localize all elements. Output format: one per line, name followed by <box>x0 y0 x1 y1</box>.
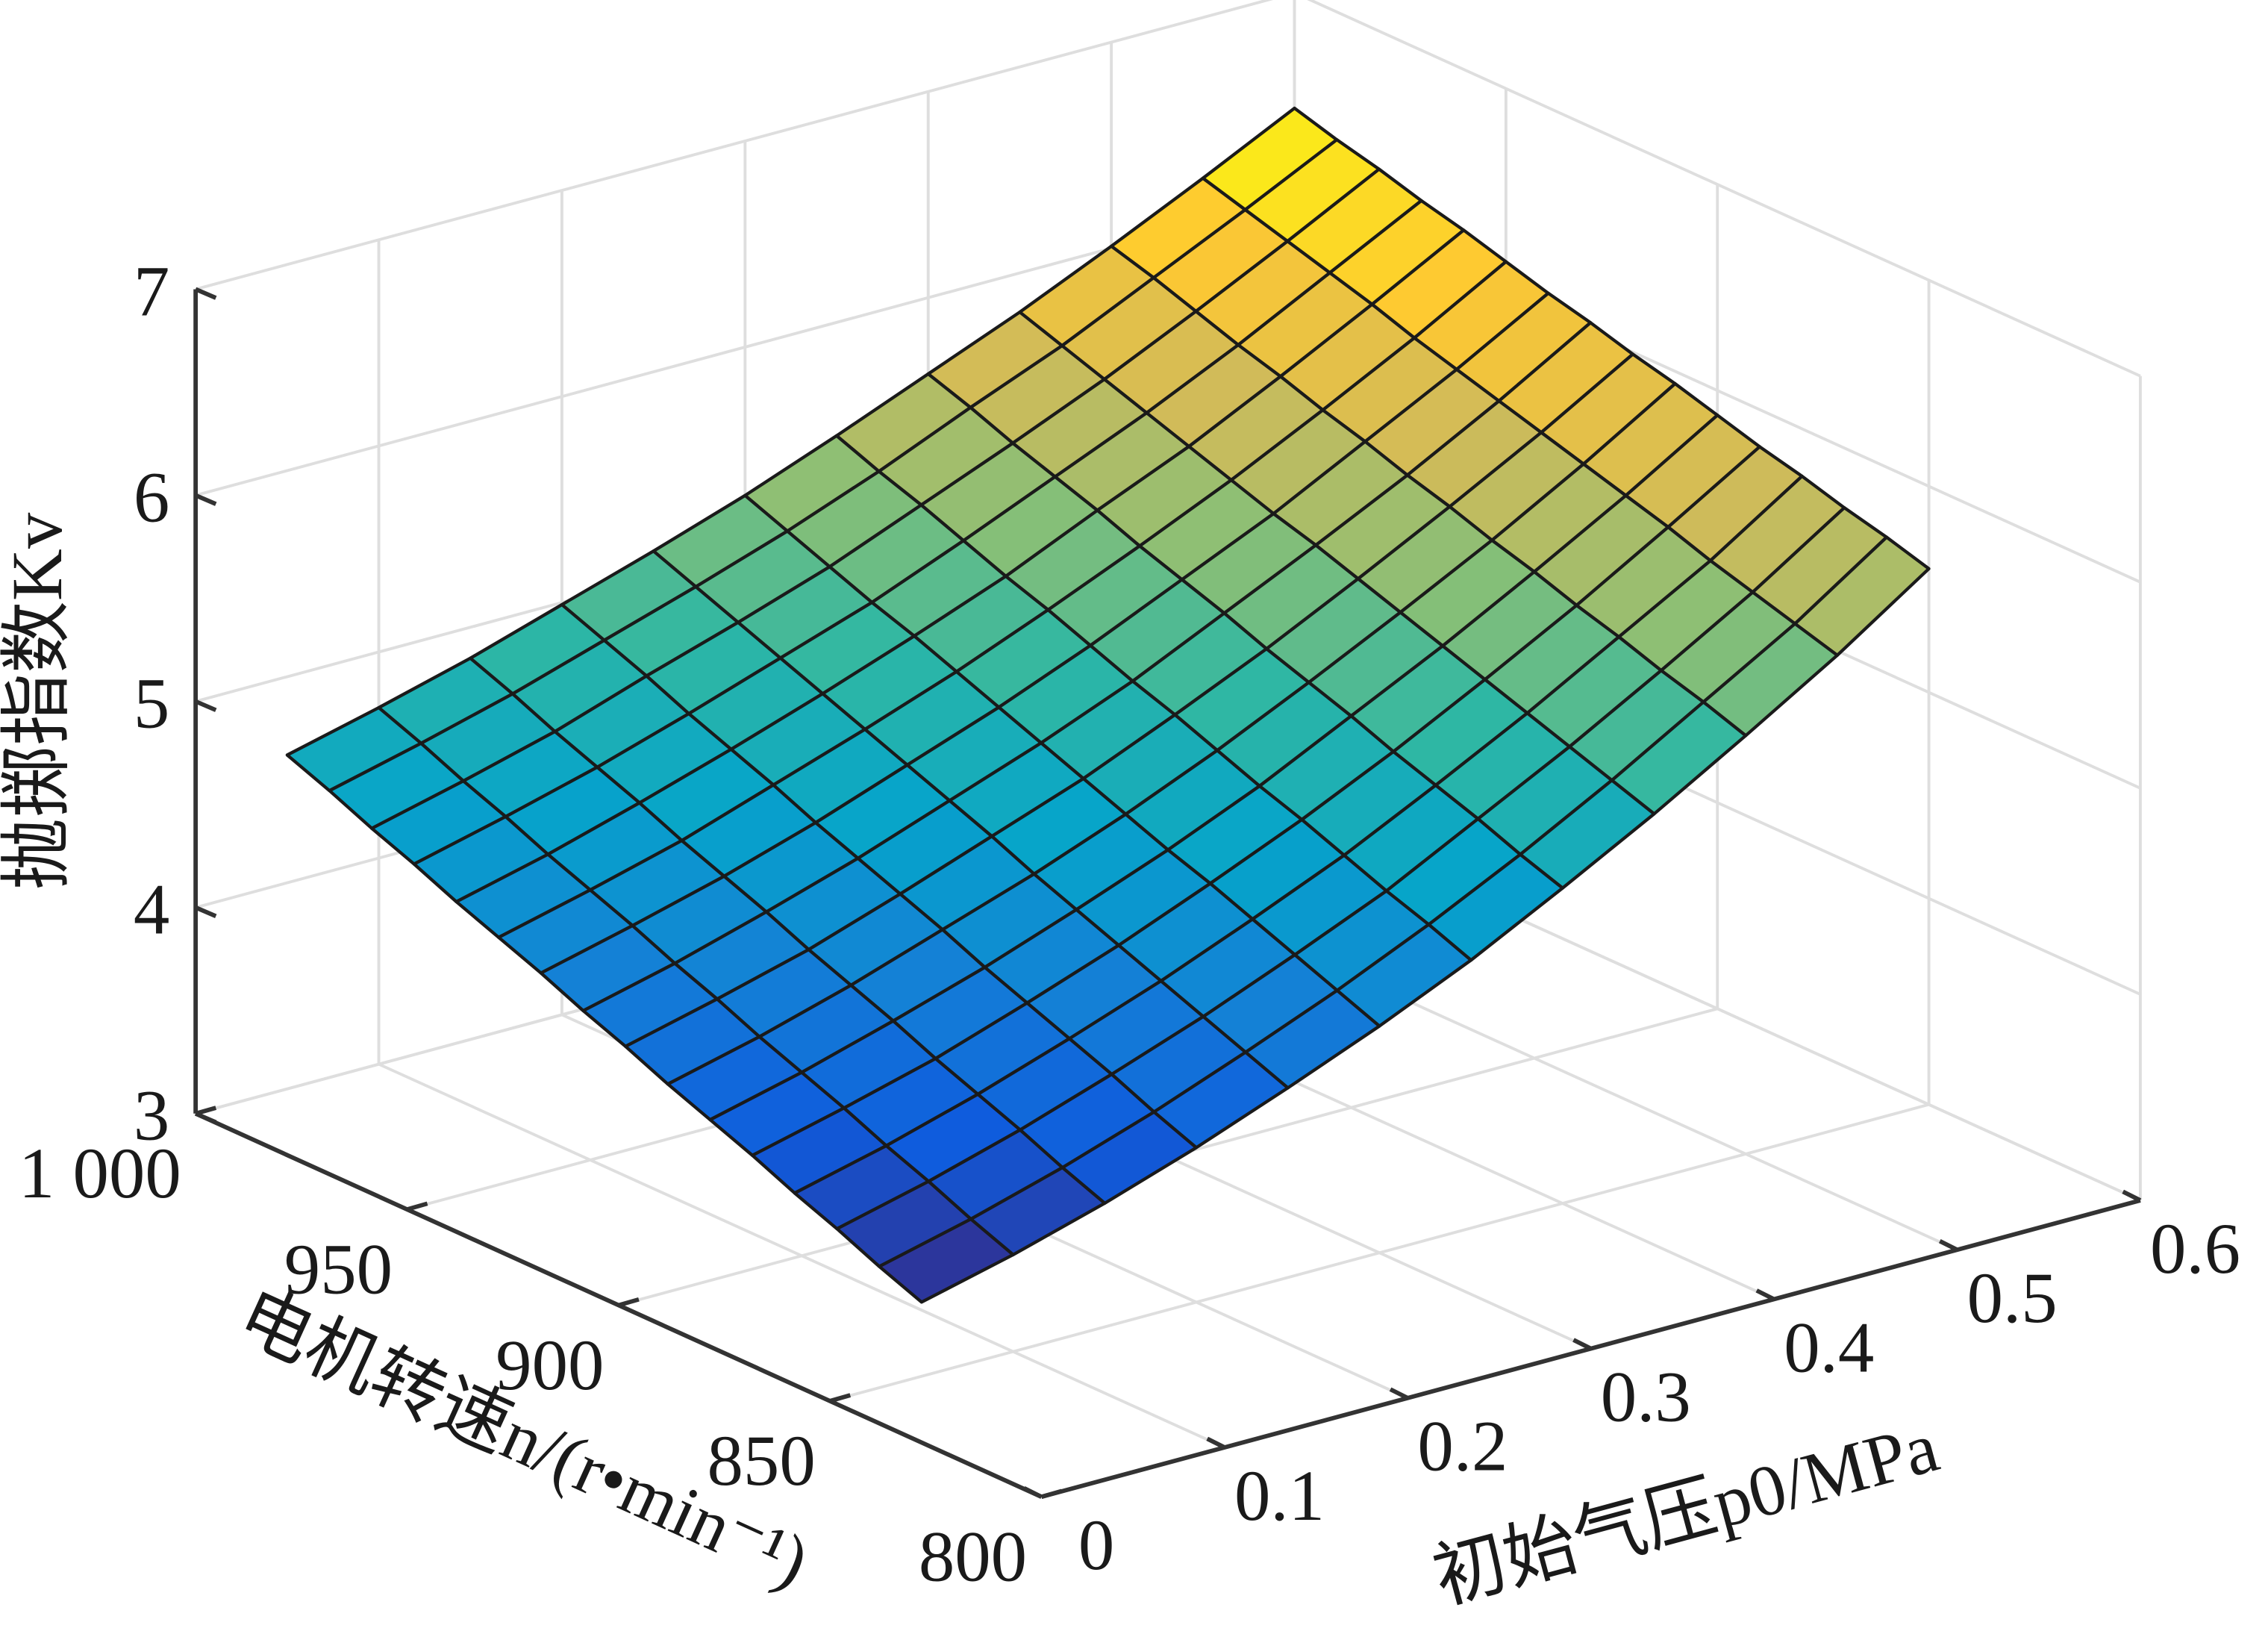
surface-cell <box>878 1217 1015 1304</box>
grid-line <box>829 1103 1930 1403</box>
tick-mark <box>618 1297 640 1308</box>
tick-mark <box>1755 1288 1775 1302</box>
tick-mark <box>194 287 217 300</box>
x-tick-label: 0 <box>1078 1505 1114 1585</box>
tick-mark <box>194 493 217 506</box>
z-tick-label: 7 <box>134 251 169 331</box>
tick-mark <box>1572 1338 1593 1351</box>
x-tick-label: 0.6 <box>2150 1209 2240 1288</box>
tick-mark <box>1206 1436 1226 1450</box>
grid-line <box>195 0 1274 291</box>
z-tick-label: 4 <box>134 870 169 950</box>
y-tick-label: 900 <box>496 1325 604 1405</box>
z-tick-label: 5 <box>134 664 169 743</box>
y-tick-label: 950 <box>284 1229 393 1309</box>
tick-mark <box>1040 1488 1063 1499</box>
tick-mark <box>829 1393 852 1403</box>
x-tick-label: 0.1 <box>1234 1456 1325 1535</box>
z-tick-label: 3 <box>134 1076 169 1156</box>
x-axis <box>1040 1198 2141 1500</box>
y-tick-label: 800 <box>919 1517 1027 1597</box>
tick-mark <box>194 699 217 712</box>
grid-line <box>1307 0 2141 378</box>
z-axis-label: 抛掷指数Kv <box>0 512 77 890</box>
y-tick-label: 850 <box>707 1421 815 1500</box>
tick-mark <box>1022 1485 1043 1499</box>
tick-mark <box>195 1106 217 1116</box>
x-tick-label: 0.3 <box>1601 1356 1691 1436</box>
y-tick-label: 1 000 <box>19 1133 181 1213</box>
x-tick-label: 0.4 <box>1784 1307 1874 1387</box>
z-tick-label: 6 <box>134 457 169 537</box>
tick-mark <box>1389 1387 1409 1400</box>
x-tick-label: 0.2 <box>1417 1406 1508 1486</box>
tick-mark <box>2122 1189 2142 1203</box>
x-tick-label: 0.5 <box>1967 1258 2058 1338</box>
tick-mark <box>1938 1239 1958 1252</box>
tick-mark <box>406 1201 428 1212</box>
tick-mark <box>194 905 217 919</box>
tick-mark <box>194 1111 217 1125</box>
